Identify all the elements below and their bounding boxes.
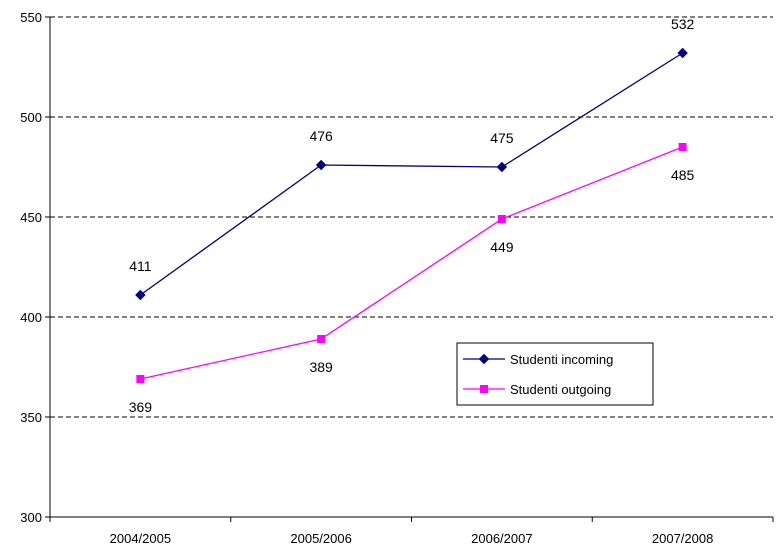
data-label: 485 (671, 167, 695, 183)
series-line-2 (140, 146, 683, 380)
x-tick-label: 2004/2005 (110, 531, 171, 546)
data-label: 476 (309, 128, 333, 144)
axes: 300 350 400 450 500 550 2004/2005 2005/2006 2006… (20, 10, 774, 546)
data-label: 411 (129, 258, 152, 274)
x-tick-label: 2006/2007 (471, 531, 532, 546)
legend-box (456, 342, 654, 406)
y-tick-label: 450 (20, 210, 42, 225)
grid-lines (50, 16, 773, 418)
series-lines (135, 47, 688, 383)
data-point (497, 215, 506, 223)
legend-swatch-marker (478, 353, 490, 365)
legend: Studenti incoming Studenti outgoing (456, 342, 654, 406)
data-label: 532 (671, 16, 695, 32)
data-point (496, 161, 508, 173)
y-tick-label: 300 (20, 510, 42, 525)
data-point (315, 159, 327, 171)
data-point (135, 289, 146, 301)
legend-swatch-marker (480, 385, 488, 393)
data-label: 369 (129, 399, 153, 415)
data-labels: 411 476 475 532 369 389 449 485 (129, 16, 695, 415)
legend-label: Studenti incoming (510, 352, 613, 367)
data-point (678, 143, 687, 151)
y-tick-label: 550 (20, 10, 42, 25)
data-point (317, 335, 326, 343)
data-point (677, 47, 688, 59)
legend-label: Studenti outgoing (510, 382, 611, 397)
data-label: 389 (309, 359, 333, 375)
data-label: 475 (490, 130, 514, 146)
data-label: 449 (490, 239, 514, 255)
y-tick-label: 400 (20, 310, 42, 325)
y-tick-label: 500 (20, 110, 42, 125)
x-tick-label: 2005/2006 (290, 531, 351, 546)
data-point (136, 375, 145, 383)
x-tick-label: 2007/2008 (652, 531, 713, 546)
series-line-1 (139, 52, 683, 296)
y-tick-label: 350 (20, 410, 42, 425)
